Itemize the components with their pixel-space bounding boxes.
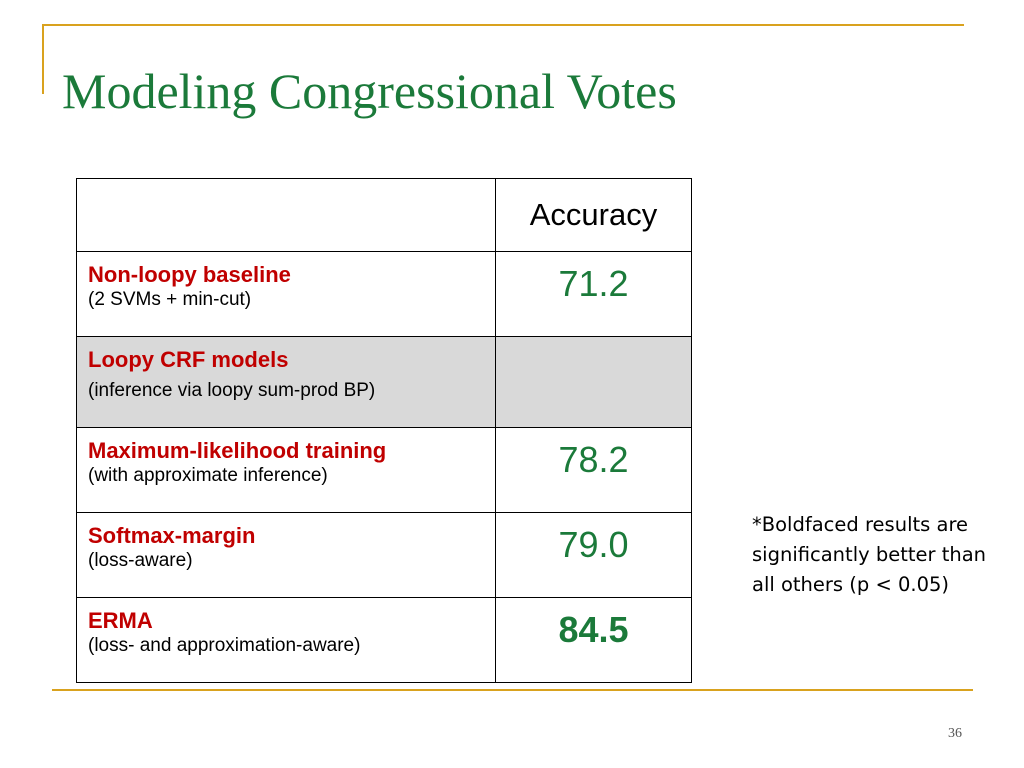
table-row: ERMA (loss- and approximation-aware) 84.… [76, 597, 692, 683]
accuracy-cell: 71.2 [495, 251, 692, 337]
table-header-row: Accuracy [76, 178, 692, 252]
method-cell: Maximum-likelihood training (with approx… [76, 427, 496, 513]
table-row-shaded: Loopy CRF models (inference via loopy su… [76, 336, 692, 428]
accuracy-cell: 78.2 [495, 427, 692, 513]
method-cell: Softmax-margin (loss-aware) [76, 512, 496, 598]
accuracy-cell: 84.5 [495, 597, 692, 683]
method-cell: ERMA (loss- and approximation-aware) [76, 597, 496, 683]
accuracy-value: 78.2 [558, 439, 629, 480]
header-accuracy-cell: Accuracy [495, 178, 692, 252]
method-name: Loopy CRF models [88, 347, 289, 372]
method-name: Maximum-likelihood training [88, 438, 387, 463]
method-description: (2 SVMs + min-cut) [88, 289, 252, 311]
method-name: Non-loopy baseline [88, 262, 291, 287]
table-row: Maximum-likelihood training (with approx… [76, 427, 692, 513]
accuracy-value: 71.2 [558, 263, 629, 304]
accuracy-value: 79.0 [558, 524, 629, 565]
method-description: (inference via loopy sum-prod BP) [88, 380, 376, 402]
method-cell: Non-loopy baseline (2 SVMs + min-cut) [76, 251, 496, 337]
table-row: Softmax-margin (loss-aware) 79.0 [76, 512, 692, 598]
method-description: (loss- and approximation-aware) [88, 635, 361, 657]
page-number: 36 [948, 726, 962, 741]
method-name: ERMA [88, 608, 153, 633]
header-method-cell [76, 178, 496, 252]
results-table: Accuracy Non-loopy baseline (2 SVMs + mi… [76, 178, 692, 683]
left-rule [42, 24, 44, 94]
accuracy-cell: 79.0 [495, 512, 692, 598]
significance-note: *Boldfaced results are significantly bet… [752, 513, 987, 597]
top-rule [42, 24, 964, 26]
slide-title: Modeling Congressional Votes [62, 63, 677, 119]
method-description: (with approximate inference) [88, 465, 328, 487]
footer-rule [52, 689, 973, 691]
accuracy-cell [495, 336, 692, 428]
method-cell: Loopy CRF models (inference via loopy su… [76, 336, 496, 428]
method-description: (loss-aware) [88, 550, 193, 572]
method-name: Softmax-margin [88, 523, 256, 548]
table-row: Non-loopy baseline (2 SVMs + min-cut) 71… [76, 251, 692, 337]
accuracy-value-best: 84.5 [558, 609, 629, 650]
